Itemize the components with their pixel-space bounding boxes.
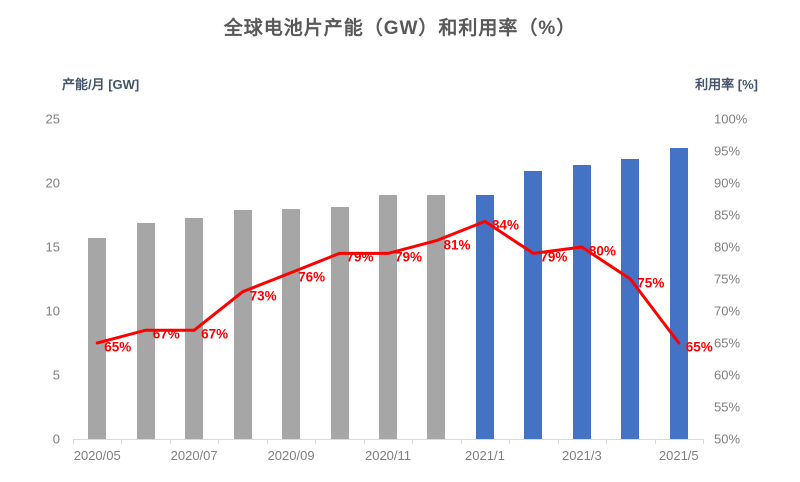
x-axis-label: 2020/11 xyxy=(364,448,412,463)
utilization-data-label: 84% xyxy=(491,217,519,233)
x-axis-tick-mark xyxy=(509,439,511,444)
utilization-data-label: 73% xyxy=(249,288,277,304)
right-axis-tick-label: 65% xyxy=(714,335,741,351)
x-axis-tick-mark xyxy=(606,439,608,444)
left-axis-tick-label: 20 xyxy=(45,175,60,191)
x-axis-tick-mark xyxy=(218,439,220,444)
x-axis-tick-mark xyxy=(654,439,656,444)
x-axis-tick-mark xyxy=(169,439,171,444)
right-axis-title: 利用率 [%] xyxy=(695,77,758,92)
utilization-data-label: 79% xyxy=(395,249,423,265)
utilization-data-label: 81% xyxy=(443,237,471,253)
x-axis-label: 2020/05 xyxy=(73,448,121,463)
capacity-bar xyxy=(88,238,107,439)
x-axis-label: 2020/07 xyxy=(170,448,218,463)
x-axis-tick-mark xyxy=(121,439,123,444)
utilization-data-label: 76% xyxy=(298,269,326,285)
right-axis-tick-label: 95% xyxy=(714,143,741,159)
right-axis-tick-label: 85% xyxy=(714,207,741,223)
right-axis-tick-label: 50% xyxy=(714,431,741,447)
utilization-data-label: 79% xyxy=(346,249,374,265)
right-axis-tick-label: 80% xyxy=(714,239,741,255)
left-axis-tick-label: 25 xyxy=(45,111,60,127)
capacity-bar xyxy=(572,165,591,439)
left-axis-tick-label: 15 xyxy=(45,239,60,255)
capacity-bar xyxy=(524,171,543,439)
utilization-data-label: 75% xyxy=(637,275,665,291)
chart-title: 全球电池片产能（GW）和利用率（%） xyxy=(223,18,577,39)
left-axis-tick-label: 10 xyxy=(45,303,60,319)
x-axis-tick-mark xyxy=(363,439,365,444)
capacity-bar xyxy=(669,148,688,439)
capacity-bar xyxy=(621,158,640,439)
capacity-bar xyxy=(233,209,252,439)
right-axis-tick-label: 90% xyxy=(714,175,741,191)
left-axis-tick-label: 0 xyxy=(52,431,60,447)
x-axis-tick-mark xyxy=(460,439,462,444)
x-axis-tick-mark xyxy=(266,439,268,444)
right-axis-tick-label: 55% xyxy=(714,399,741,415)
right-axis-tick-label: 70% xyxy=(714,303,741,319)
capacity-bar xyxy=(379,194,397,439)
x-axis-tick-mark xyxy=(73,439,74,444)
x-axis-line xyxy=(73,439,704,440)
utilization-data-label: 67% xyxy=(201,326,229,342)
x-axis-tick-mark xyxy=(557,439,559,444)
x-axis-label: 2021/1 xyxy=(465,448,505,463)
left-axis-tick-label: 5 xyxy=(52,367,60,383)
utilization-data-label: 67% xyxy=(152,326,180,342)
right-axis-tick-label: 60% xyxy=(714,367,741,383)
utilization-data-label: 65% xyxy=(104,339,132,355)
x-axis-label: 2021/5 xyxy=(658,448,699,463)
utilization-data-label: 80% xyxy=(588,243,616,259)
capacity-bar xyxy=(330,207,349,439)
right-axis-tick-label: 100% xyxy=(714,111,748,127)
left-axis-title: 产能/月 [GW] xyxy=(62,77,140,92)
x-axis-label: 2021/3 xyxy=(561,448,602,463)
x-axis-label: 2020/09 xyxy=(267,448,315,463)
utilization-data-label: 79% xyxy=(540,249,568,265)
x-axis-tick-mark xyxy=(703,439,704,444)
capacity-bar xyxy=(427,194,446,439)
right-axis-tick-label: 75% xyxy=(714,271,741,287)
x-axis-tick-mark xyxy=(315,439,317,444)
capacity-bar xyxy=(282,208,301,439)
utilization-data-label: 65% xyxy=(685,339,713,355)
x-axis-tick-mark xyxy=(412,439,414,444)
